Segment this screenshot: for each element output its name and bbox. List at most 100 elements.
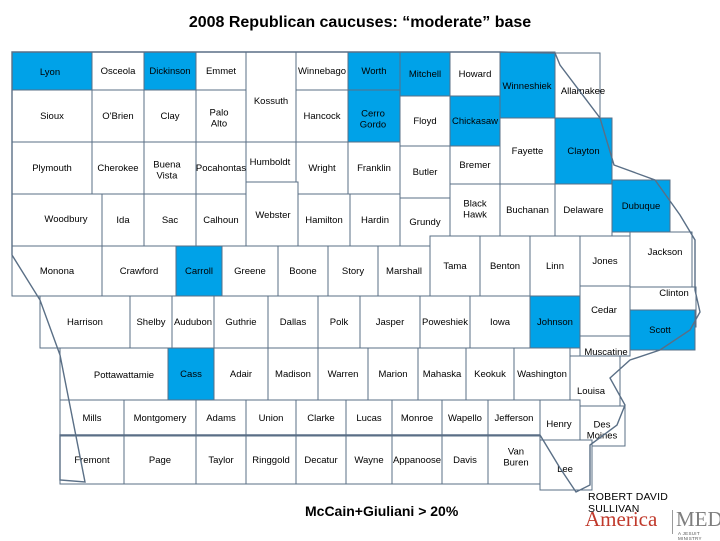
- county-label-hancock: Hancock: [304, 111, 341, 122]
- county-story: [327, 245, 379, 297]
- county-label-bremer: Bremer: [459, 160, 490, 171]
- county-label-chickasaw: Chickasaw: [452, 116, 498, 127]
- county-label-montgomery: Montgomery: [134, 413, 187, 424]
- county-mahaska: [417, 347, 467, 401]
- county-henry: [539, 399, 581, 441]
- county-label-keokuk: Keokuk: [474, 369, 506, 380]
- county-label-fremont: Fremont: [74, 455, 110, 466]
- county-label-palo-alto: Palo Alto: [209, 108, 228, 130]
- county-label-buchanan: Buchanan: [506, 205, 549, 216]
- county-floyd: [399, 95, 451, 147]
- county-label-cerro-gordo: Cerro Gordo: [360, 109, 386, 131]
- county-label-marshall: Marshall: [386, 266, 422, 277]
- county-label-pottawattamie: Pottawattamie: [94, 370, 154, 381]
- county-webster: [245, 181, 299, 247]
- county-keokuk: [465, 347, 515, 401]
- county-appanoose: [391, 435, 443, 485]
- county-label-floyd: Floyd: [413, 116, 436, 127]
- county-label-greene: Greene: [234, 266, 266, 277]
- county-pottawattamie: [59, 347, 169, 401]
- county-label-harrison: Harrison: [67, 317, 103, 328]
- county-label-clayton: Clayton: [567, 146, 599, 157]
- county-ringgold: [245, 435, 297, 485]
- county-franklin: [347, 141, 401, 195]
- county-label-jackson: Jackson: [648, 247, 683, 258]
- county-label-lyon: Lyon: [40, 67, 60, 78]
- county-howard: [449, 51, 501, 97]
- county-label-union: Union: [259, 413, 284, 424]
- county-black-hawk: [449, 183, 501, 237]
- county-iowa: [469, 295, 531, 349]
- county-label-jasper: Jasper: [376, 317, 405, 328]
- county-jones: [579, 235, 631, 287]
- county-label-marion: Marion: [378, 369, 407, 380]
- county-label-worth: Worth: [361, 66, 386, 77]
- county-plymouth: [11, 141, 93, 195]
- county-label-cherokee: Cherokee: [97, 163, 138, 174]
- county-tama: [429, 235, 481, 297]
- county-mitchell: [399, 51, 451, 97]
- county-label-fayette: Fayette: [512, 146, 544, 157]
- county-greene: [221, 245, 279, 297]
- county-label-buena-vista: Buena Vista: [153, 160, 181, 182]
- county-label-mitchell: Mitchell: [409, 69, 441, 80]
- county-label-sioux: Sioux: [40, 111, 64, 122]
- county-label-carroll: Carroll: [185, 266, 213, 277]
- county-des-moines: [579, 405, 626, 447]
- county-label-wayne: Wayne: [354, 455, 383, 466]
- county-madison: [267, 347, 319, 401]
- county-label-lucas: Lucas: [356, 413, 382, 424]
- county-wright: [295, 141, 349, 195]
- county-label-delaware: Delaware: [563, 205, 603, 216]
- county-palo-alto: [195, 89, 247, 143]
- county-adair: [213, 347, 269, 401]
- county-label-hardin: Hardin: [361, 215, 389, 226]
- county-label-muscatine: Muscatine: [584, 347, 627, 358]
- county-hardin: [349, 193, 401, 247]
- county-label-o-brien: O'Brien: [102, 111, 133, 122]
- county-label-crawford: Crawford: [120, 266, 159, 277]
- county-label-ringgold: Ringgold: [252, 455, 290, 466]
- county-label-scott: Scott: [649, 325, 671, 336]
- county-label-shelby: Shelby: [136, 317, 165, 328]
- county-fremont: [59, 435, 125, 485]
- county-label-howard: Howard: [459, 69, 492, 80]
- county-label-plymouth: Plymouth: [32, 163, 72, 174]
- county-buena-vista: [143, 141, 197, 195]
- county-label-poweshiek: Poweshiek: [422, 317, 468, 328]
- county-label-winnebago: Winnebago: [298, 66, 346, 77]
- county-boone: [277, 245, 329, 297]
- county-label-appanoose: Appanoose: [393, 455, 441, 466]
- county-label-kossuth: Kossuth: [254, 96, 288, 107]
- county-label-washington: Washington: [517, 369, 567, 380]
- county-label-warren: Warren: [328, 369, 359, 380]
- county-label-taylor: Taylor: [208, 455, 233, 466]
- county-label-jefferson: Jefferson: [495, 413, 534, 424]
- america-media-logo: America MEDIA A JESUIT MINISTRY: [585, 507, 720, 541]
- county-label-tama: Tama: [443, 261, 467, 272]
- county-marion: [367, 347, 419, 401]
- county-label-page: Page: [149, 455, 171, 466]
- county-winnebago: [295, 51, 349, 91]
- county-calhoun: [195, 193, 247, 247]
- state-outline: [11, 51, 701, 493]
- county-crawford: [101, 245, 177, 297]
- county-cass: [167, 347, 215, 401]
- logo-word-america: America: [585, 507, 658, 531]
- county-label-dubuque: Dubuque: [622, 201, 661, 212]
- county-label-sac: Sac: [162, 215, 179, 226]
- county-label-decatur: Decatur: [304, 455, 337, 466]
- county-label-van-buren: Van Buren: [503, 447, 528, 469]
- logo-word-media: MEDIA: [676, 507, 720, 531]
- county-label-polk: Polk: [330, 317, 349, 328]
- county-label-webster: Webster: [255, 210, 290, 221]
- county-van-buren: [487, 435, 541, 485]
- map-title: 2008 Republican caucuses: “moderate” bas…: [188, 14, 532, 31]
- county-label-hamilton: Hamilton: [305, 215, 343, 226]
- county-butler: [399, 145, 451, 199]
- author-credit: ROBERT DAVID SULLIVAN: [588, 491, 669, 515]
- logo-divider: [672, 510, 673, 534]
- county-jasper: [359, 295, 421, 349]
- county-label-pocahontas: Pocahontas: [196, 163, 246, 174]
- county-jackson: [629, 231, 693, 288]
